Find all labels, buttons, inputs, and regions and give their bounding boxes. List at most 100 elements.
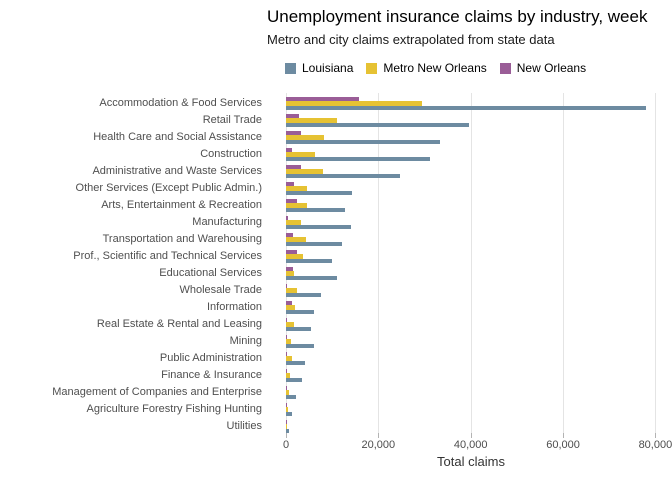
category-label: Manufacturing	[192, 216, 262, 228]
legend-label-metro-new-orleans: Metro New Orleans	[383, 61, 487, 75]
axis-tick-label: 60,000	[546, 439, 580, 451]
bar-new-orleans	[286, 249, 298, 255]
bar-metro-new-orleans	[286, 186, 308, 191]
bar-new-orleans	[286, 368, 287, 374]
category-label: Mining	[229, 335, 262, 347]
category-label: Wholesale Trade	[179, 284, 262, 296]
bar-louisiana	[286, 139, 440, 145]
category-label: Transportation and Warehousing	[102, 233, 262, 245]
gridline	[655, 93, 657, 433]
bar-louisiana	[286, 360, 305, 366]
category-label: Management of Companies and Enterprise	[52, 386, 262, 398]
bar-metro-new-orleans	[286, 373, 291, 378]
category-row: Prof., Scientific and Technical Services	[0, 248, 672, 265]
axis-tick	[378, 433, 380, 438]
bar-louisiana	[286, 326, 311, 332]
legend-swatch-metro-new-orleans	[366, 62, 378, 74]
bar-louisiana	[286, 241, 342, 247]
category-row: Other Services (Except Public Admin.)	[0, 180, 672, 197]
bar-new-orleans	[286, 385, 287, 391]
bar-louisiana	[286, 122, 470, 128]
category-row: Retail Trade	[0, 112, 672, 129]
category-label: Information	[206, 301, 262, 313]
bar-new-orleans	[286, 113, 299, 119]
category-row: Wholesale Trade	[0, 282, 672, 299]
bar-louisiana	[286, 224, 352, 230]
bar-metro-new-orleans	[286, 407, 288, 412]
axis-tick-label: 20,000	[361, 439, 396, 451]
legend-item-metro-new-orleans: Metro New Orleans	[366, 61, 487, 75]
category-row: Manufacturing	[0, 214, 672, 231]
bar-louisiana	[286, 292, 322, 298]
bar-new-orleans	[286, 130, 301, 136]
bar-louisiana	[286, 428, 290, 434]
bar-metro-new-orleans	[286, 339, 292, 344]
x-axis-title: Total claims	[437, 454, 505, 469]
bar-louisiana	[286, 156, 431, 162]
bar-metro-new-orleans	[286, 203, 308, 208]
bar-louisiana	[286, 377, 303, 383]
bar-louisiana	[286, 411, 293, 417]
category-row: Real Estate & Rental and Leasing	[0, 316, 672, 333]
category-row: Health Care and Social Assistance	[0, 129, 672, 146]
bar-metro-new-orleans	[286, 152, 315, 157]
bar-metro-new-orleans	[286, 305, 295, 310]
axis-tick	[563, 433, 565, 438]
axis-tick-label: 0	[282, 439, 290, 451]
category-label: Accommodation & Food Services	[99, 97, 262, 109]
category-row: Agriculture Forestry Fishing Hunting	[0, 401, 672, 418]
bar-new-orleans	[286, 300, 292, 306]
category-row: Utilities	[0, 418, 672, 435]
bar-louisiana	[286, 105, 647, 111]
bar-metro-new-orleans	[286, 271, 295, 276]
category-row: Mining	[0, 333, 672, 350]
legend-item-louisiana: Louisiana	[285, 61, 353, 75]
legend-label-louisiana: Louisiana	[302, 61, 354, 75]
category-label: Retail Trade	[202, 114, 262, 126]
axis-tick	[286, 433, 287, 438]
bar-new-orleans	[286, 283, 288, 289]
bar-louisiana	[286, 207, 345, 213]
bar-metro-new-orleans	[286, 356, 292, 361]
category-label: Agriculture Forestry Fishing Hunting	[86, 403, 262, 415]
category-row: Public Administration	[0, 350, 672, 367]
bar-metro-new-orleans	[286, 322, 295, 327]
bar-new-orleans	[286, 181, 295, 187]
axis-tick-label: 80,000	[638, 439, 672, 451]
category-label: Public Administration	[159, 352, 262, 364]
bar-louisiana	[286, 258, 333, 264]
category-row: Construction	[0, 146, 672, 163]
gridline	[378, 93, 380, 433]
category-label: Administrative and Waste Services	[92, 165, 262, 177]
legend-item-new-orleans: New Orleans	[499, 61, 587, 75]
bar-metro-new-orleans	[286, 254, 303, 259]
category-row: Transportation and Warehousing	[0, 231, 672, 248]
legend-label-new-orleans: New Orleans	[516, 61, 587, 75]
category-label: Utilities	[226, 420, 262, 432]
bar-rows: Accommodation & Food Services Retail Trad…	[0, 95, 672, 435]
bar-louisiana	[286, 190, 352, 196]
bar-louisiana	[286, 173, 400, 179]
bar-metro-new-orleans	[286, 220, 301, 225]
category-row: Management of Companies and Enterprise	[0, 384, 672, 401]
category-row: Arts, Entertainment & Recreation	[0, 197, 672, 214]
legend-swatch-louisiana	[285, 62, 296, 74]
bar-metro-new-orleans	[286, 135, 324, 140]
category-label: Prof., Scientific and Technical Services	[73, 250, 262, 262]
bar-louisiana	[286, 394, 297, 400]
bar-new-orleans	[286, 147, 292, 153]
bar-louisiana	[286, 309, 315, 315]
bar-new-orleans	[286, 351, 288, 357]
bar-metro-new-orleans	[286, 118, 337, 123]
bar-new-orleans	[286, 198, 298, 204]
bar-new-orleans	[286, 232, 293, 238]
category-label: Real Estate & Rental and Leasing	[96, 318, 262, 330]
category-row: Finance & Insurance	[0, 367, 672, 384]
category-label: Other Services (Except Public Admin.)	[75, 182, 262, 194]
gridline	[563, 93, 565, 433]
chart-subtitle: Metro and city claims extrapolated from …	[267, 32, 555, 47]
category-row: Educational Services	[0, 265, 672, 282]
axis-tick-label: 40,000	[453, 439, 488, 451]
bar-metro-new-orleans	[286, 237, 306, 242]
